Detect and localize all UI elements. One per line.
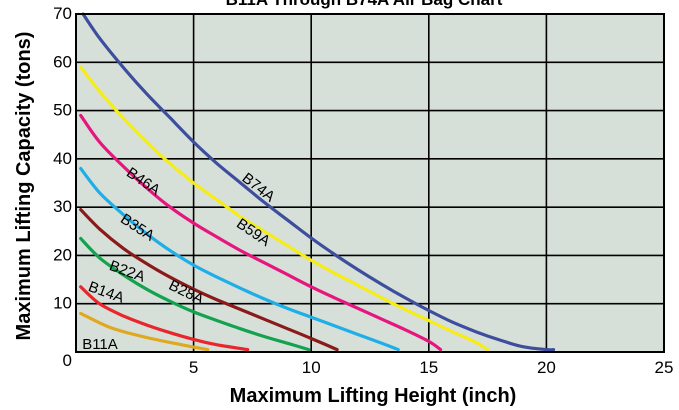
- x-tick-label: 20: [537, 358, 556, 377]
- series-line-b35a: [79, 166, 400, 352]
- y-axis-label: Maximum Lifting Capacity (tons): [13, 32, 35, 341]
- plot-background: [76, 14, 664, 352]
- x-axis-label: Maximum Lifting Height (inch): [230, 385, 517, 407]
- x-tick-label: 15: [419, 358, 438, 377]
- y-tick-label: 50: [53, 101, 72, 120]
- y-tick-label: 60: [53, 52, 72, 71]
- y-tick-label: 0: [63, 351, 72, 370]
- y-tick-label: 30: [53, 197, 72, 216]
- series-line-b14a: [79, 285, 250, 352]
- chart-title: B11A Through B74A Air Bag Chart: [226, 0, 503, 9]
- y-tick-label: 20: [53, 245, 72, 264]
- y-tick-label: 10: [53, 294, 72, 313]
- x-tick-label: 5: [189, 358, 198, 377]
- series-line-b11a: [79, 311, 210, 352]
- curve-label-b11a: B11A: [82, 336, 118, 353]
- series-line-b59a: [79, 65, 490, 352]
- series-line-b22a: [79, 236, 311, 352]
- series-line-b74a: [81, 12, 556, 352]
- y-tick-label: 40: [53, 149, 72, 168]
- y-tick-label: 70: [53, 4, 72, 23]
- series-line-b28a: [79, 208, 339, 352]
- x-tick-label: 25: [655, 358, 674, 377]
- series-line-b46a: [79, 113, 443, 352]
- plot-frame: [75, 13, 665, 353]
- x-tick-label: 10: [302, 358, 321, 377]
